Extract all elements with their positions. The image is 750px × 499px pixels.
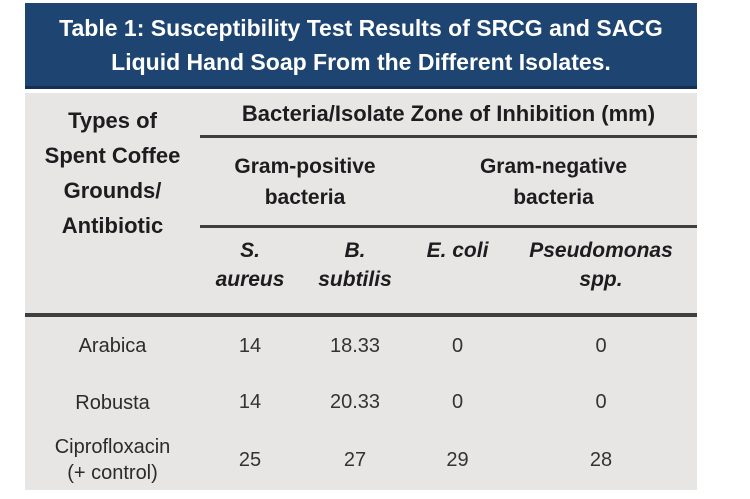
- table-caption-banner: Table 1: Susceptibility Test Results of …: [25, 3, 697, 89]
- group-header-line: Gram-negative: [479, 154, 628, 178]
- col-header-line: Grounds/: [63, 178, 162, 203]
- table-row-label-ciprofloxacin: Ciprofloxacin (+ control): [25, 430, 200, 490]
- species-header-line: spp.: [579, 268, 623, 291]
- cell-arabica-pseudomonas: 0: [595, 334, 607, 357]
- table-caption-text: Table 1: Susceptibility Test Results of …: [59, 14, 663, 75]
- span-header-zone-of-inhibition: Bacteria/Isolate Zone of Inhibition (mm): [200, 93, 697, 138]
- span-header-text: Bacteria/Isolate Zone of Inhibition (mm): [241, 101, 656, 126]
- cell-ciprofloxacin-s-aureus: 25: [238, 448, 262, 471]
- cell-robusta-e-coli: 0: [451, 391, 464, 413]
- species-header-line: B.: [344, 239, 366, 262]
- species-header-line: S.: [240, 239, 260, 262]
- species-header-pseudomonas: Pseudomonas spp.: [505, 228, 697, 313]
- col-header-types-of-spent-coffee-grounds: Types of Spent Coffee Grounds/ Antibioti…: [25, 93, 200, 313]
- cell-arabica-b-subtilis: 18.33: [329, 334, 381, 357]
- cell-arabica-s-aureus: 14: [238, 334, 262, 357]
- results-table: Types of Spent Coffee Grounds/ Antibioti…: [25, 93, 697, 490]
- group-header-gram-positive: Gram-positive bacteria: [200, 138, 410, 228]
- species-header-line: aureus: [215, 268, 285, 291]
- species-header-b-subtilis: B. subtilis: [300, 228, 410, 313]
- group-header-line: bacteria: [513, 185, 594, 209]
- row-label-text: Robusta: [75, 391, 150, 414]
- table-row-label-arabica: Arabica: [25, 317, 200, 375]
- species-header-line: Pseudomonas: [529, 239, 673, 262]
- cell-arabica-e-coli: 0: [451, 334, 464, 357]
- col-header-line: Types of: [68, 108, 157, 133]
- col-header-line: Spent Coffee: [44, 143, 181, 168]
- species-header-e-coli: E. coli: [410, 228, 505, 313]
- group-header-gram-negative: Gram-negative bacteria: [410, 138, 697, 228]
- table-row-label-robusta: Robusta: [25, 375, 200, 430]
- row-label-text: (+ control): [67, 462, 158, 484]
- col-header-line: Antibiotic: [61, 213, 164, 238]
- cell-robusta-s-aureus: 14: [238, 391, 262, 413]
- species-header-line: subtilis: [318, 268, 392, 291]
- species-header-s-aureus: S. aureus: [200, 228, 300, 313]
- row-label-text: Arabica: [78, 335, 147, 357]
- species-header-line: E. coli: [426, 239, 489, 262]
- group-header-line: Gram-positive: [234, 154, 376, 178]
- cell-ciprofloxacin-b-subtilis: 27: [343, 448, 367, 471]
- row-label-text: Ciprofloxacin: [54, 436, 171, 458]
- cell-robusta-b-subtilis: 20.33: [329, 391, 381, 413]
- cell-ciprofloxacin-e-coli: 29: [446, 448, 469, 471]
- cell-ciprofloxacin-pseudomonas: 28: [589, 448, 613, 471]
- group-header-line: bacteria: [264, 185, 346, 209]
- divider-rule: [25, 313, 697, 317]
- cell-robusta-pseudomonas: 0: [595, 391, 607, 413]
